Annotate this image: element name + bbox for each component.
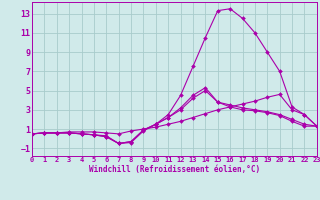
X-axis label: Windchill (Refroidissement éolien,°C): Windchill (Refroidissement éolien,°C) [89,165,260,174]
